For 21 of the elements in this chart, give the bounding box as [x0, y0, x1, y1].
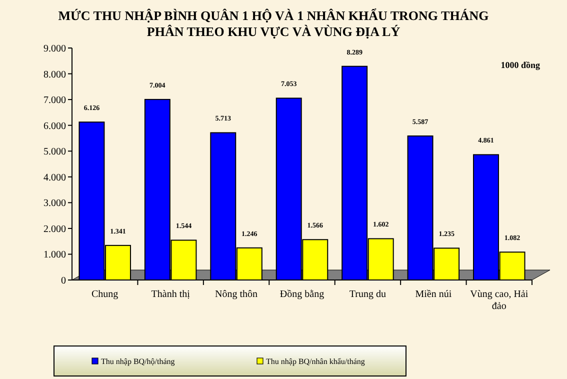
- x-tick-label: Miền núi: [415, 289, 452, 300]
- chart-title: MỨC THU NHẬP BÌNH QUÂN 1 HỘ VÀ 1 NHÂN KHẨU TRONG THÁNG PHÂN THEO KHU VỰC VÀ VÙNG ĐỊA LÝ: [58, 8, 489, 39]
- annotation: 1000 đồng: [500, 60, 540, 70]
- x-tick-label: Trung du: [349, 289, 386, 300]
- y-tick-label: 0: [61, 276, 66, 286]
- y-tick-label: 8.000: [44, 69, 66, 80]
- y-tick-label: 7.000: [44, 95, 66, 106]
- legend-label: Thu nhập BQ/nhân khẩu/tháng: [266, 357, 365, 366]
- y-tick-label: 6.000: [44, 120, 66, 132]
- y-tick-label: 1.000: [44, 250, 66, 261]
- y-tick-label: 5.000: [44, 146, 66, 158]
- y-tick-label: 4.000: [44, 172, 66, 184]
- legend-label: Thu nhập BQ/hộ/tháng: [101, 357, 175, 366]
- y-tick-label: 9.000: [44, 44, 66, 54]
- x-tick-label: Chung: [92, 289, 118, 300]
- x-tick-label: Vùng cao, Hải đảo: [470, 289, 528, 312]
- x-tick-label: Đồng bằng: [280, 289, 324, 300]
- x-tick-label: Thành thị: [151, 289, 190, 300]
- x-tick-label: Nông thôn: [215, 289, 258, 300]
- y-tick-label: 3.000: [44, 198, 66, 210]
- y-tick-label: 2.000: [44, 224, 66, 235]
